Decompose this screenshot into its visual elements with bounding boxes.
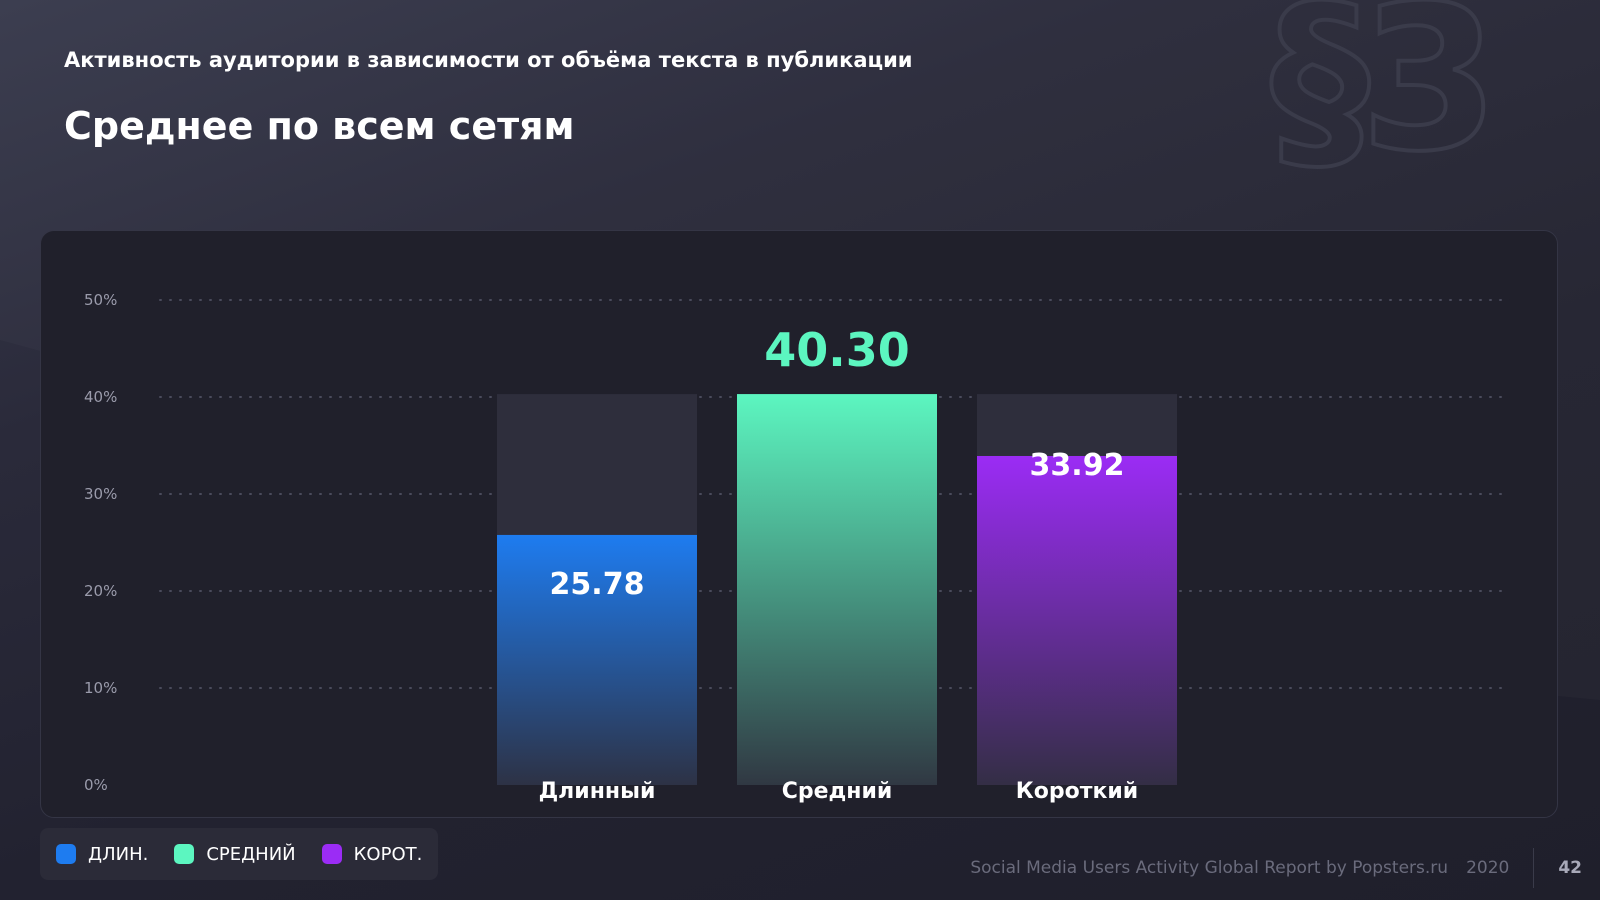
category-label: Короткий [1016,779,1138,804]
legend-item-short: КОРОТ. [321,843,423,865]
legend-label-short: КОРОТ. [353,843,423,865]
category-label: Длинный [539,779,656,804]
bar-value-label: 33.92 [1030,448,1125,483]
bar [497,534,697,785]
page-subtitle: Активность аудитории в зависимости от об… [64,48,913,72]
footer-divider [1533,848,1535,888]
y-tick-label: 50% [84,291,117,309]
y-tick-label: 40% [84,388,117,406]
y-tick-label: 20% [84,582,117,600]
legend-swatch-short [321,844,342,864]
legend-swatch-medium [174,844,195,864]
y-tick-label: 0% [84,776,108,794]
bar [977,455,1177,785]
legend-label-long: ДЛИН. [88,843,149,865]
legend-swatch-long [56,844,76,864]
category-label: Средний [782,779,893,804]
legend-item-long: ДЛИН. [56,844,148,865]
bar-value-label: 40.30 [764,323,910,377]
report-year: 2020 [1466,858,1510,878]
legend: ДЛИН. СРЕДНИЙ КОРОТ. [40,828,438,880]
y-tick-label: 30% [84,485,117,503]
legend-item-medium: СРЕДНИЙ [174,843,296,865]
y-tick-label: 10% [84,679,117,697]
page-title: Среднее по всем сетям [64,104,575,148]
legend-label-medium: СРЕДНИЙ [206,843,296,865]
report-credit: Social Media Users Activity Global Repor… [970,858,1449,878]
footer: Social Media Users Activity Global Repor… [970,848,1582,888]
bar-value-label: 25.78 [550,567,645,602]
section-mark: §3 [1268,0,1501,196]
bar [737,394,937,785]
page-number: 42 [1558,858,1582,878]
